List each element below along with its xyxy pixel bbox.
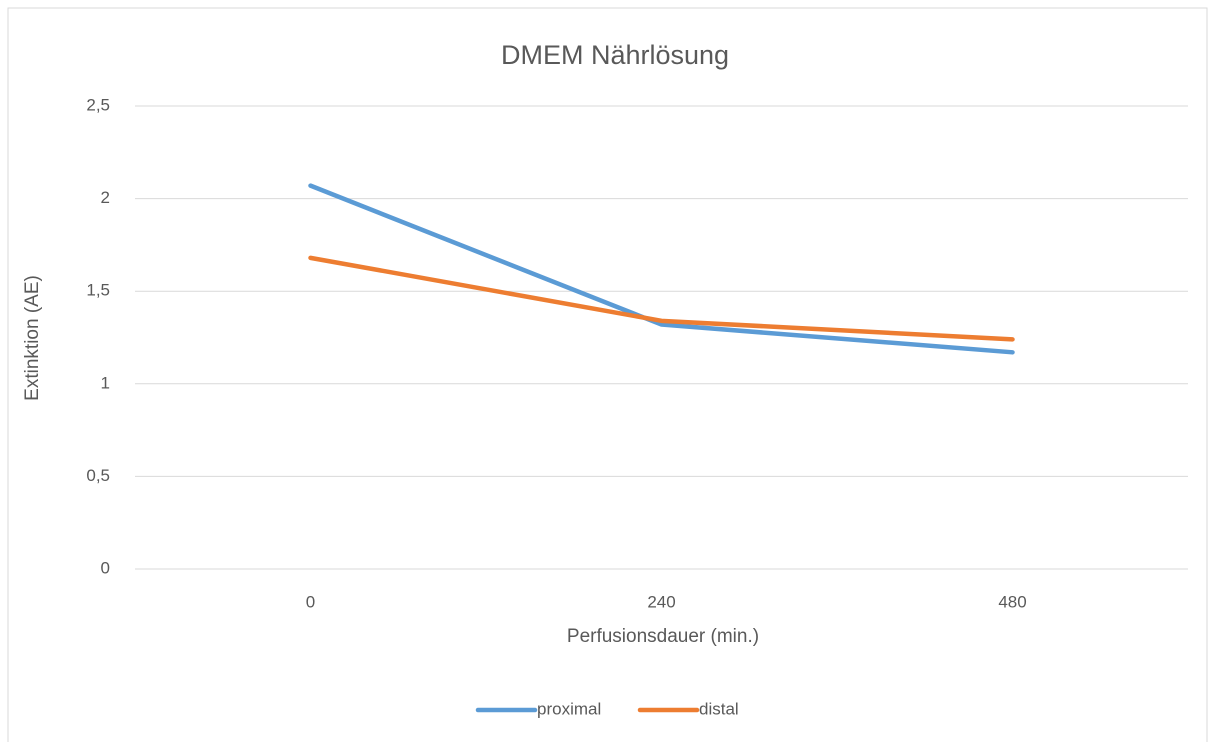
x-tick-label: 480 bbox=[998, 592, 1026, 611]
data-line bbox=[308, 183, 1015, 355]
y-tick-label: 1,5 bbox=[86, 281, 110, 300]
data-line bbox=[308, 255, 1015, 342]
y-tick-label: 0,5 bbox=[86, 466, 110, 485]
y-tick-label: 0 bbox=[101, 558, 110, 577]
legend-label: proximal bbox=[537, 699, 601, 718]
y-tick-label: 2,5 bbox=[86, 95, 110, 114]
x-tick-label: 0 bbox=[306, 592, 315, 611]
y-tick-label: 2 bbox=[101, 188, 110, 207]
x-tick-label: 240 bbox=[647, 592, 675, 611]
y-axis-label: Extinktion (AE) bbox=[22, 275, 43, 401]
chart-title: DMEM Nährlösung bbox=[501, 40, 729, 70]
y-tick-label: 1 bbox=[101, 373, 110, 392]
x-axis-label: Perfusionsdauer (min.) bbox=[567, 626, 759, 647]
legend-label: distal bbox=[699, 699, 739, 718]
chart-border bbox=[7, 7, 1208, 747]
